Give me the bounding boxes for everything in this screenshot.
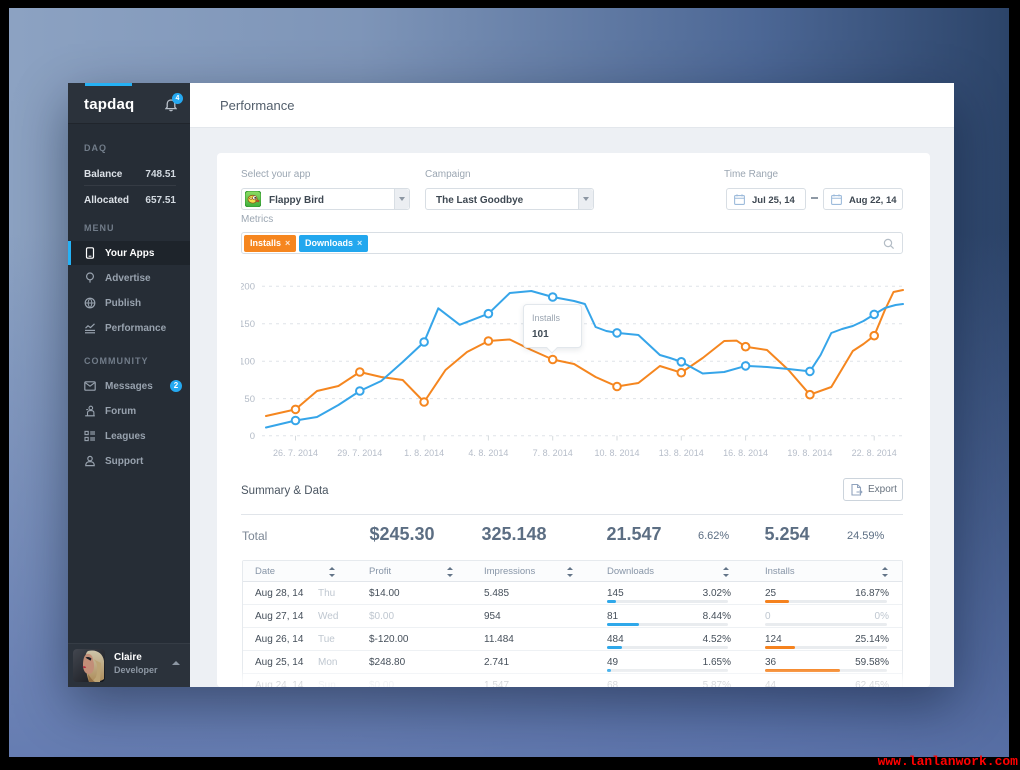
svg-text:29. 7. 2014: 29. 7. 2014 (337, 448, 382, 458)
svg-text:200: 200 (241, 282, 255, 293)
svg-text:16. 8. 2014: 16. 8. 2014 (723, 448, 768, 458)
svg-text:26. 7. 2014: 26. 7. 2014 (273, 448, 318, 458)
svg-text:13. 8. 2014: 13. 8. 2014 (659, 448, 704, 458)
svg-text:150: 150 (241, 319, 255, 330)
svg-text:4. 8. 2014: 4. 8. 2014 (468, 448, 508, 458)
svg-text:0: 0 (250, 431, 255, 442)
svg-text:100: 100 (241, 357, 255, 368)
svg-text:10. 8. 2014: 10. 8. 2014 (594, 448, 639, 458)
svg-text:50: 50 (244, 394, 255, 405)
svg-text:19. 8. 2014: 19. 8. 2014 (787, 448, 832, 458)
svg-text:22. 8. 2014: 22. 8. 2014 (852, 448, 897, 458)
svg-text:1. 8. 2014: 1. 8. 2014 (404, 448, 444, 458)
svg-text:7. 8. 2014: 7. 8. 2014 (533, 448, 573, 458)
